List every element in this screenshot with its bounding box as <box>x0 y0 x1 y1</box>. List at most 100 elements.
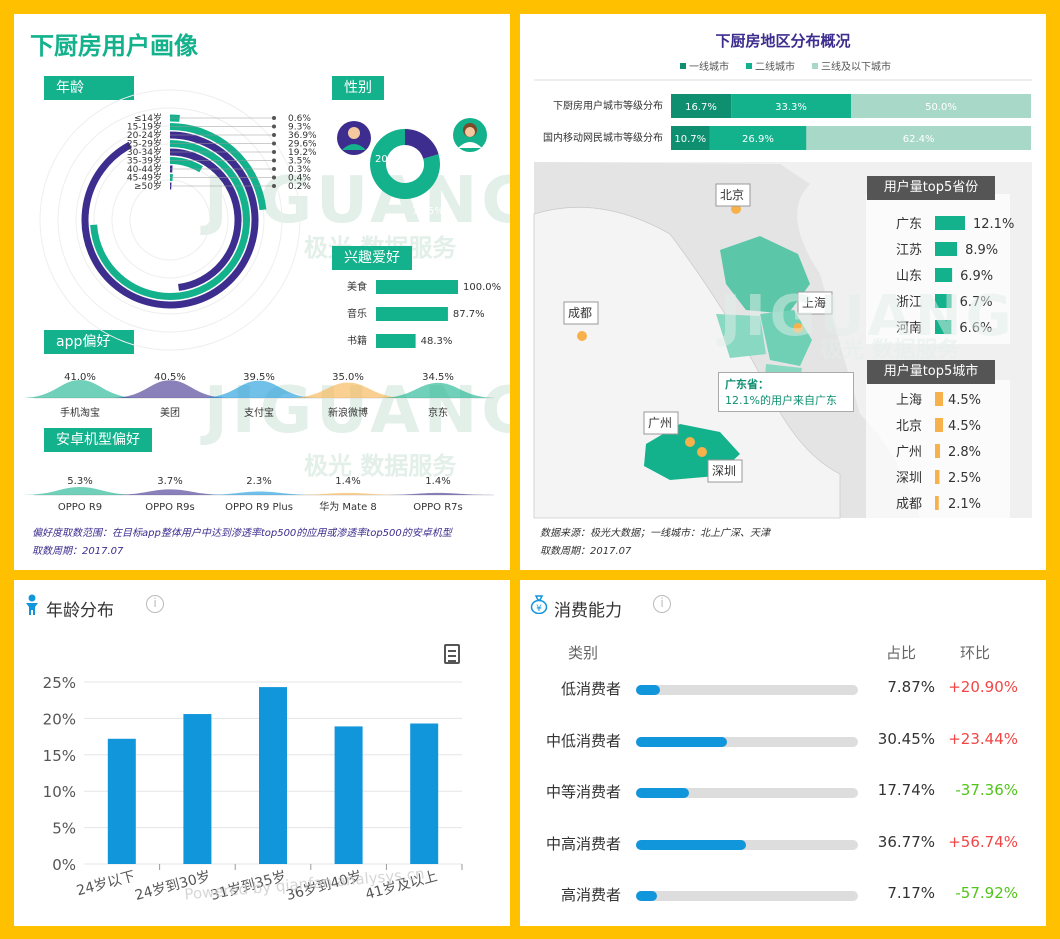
city-bar <box>935 496 939 510</box>
age-value: 19.2% <box>288 148 317 158</box>
age-label: ≤14岁 <box>134 112 162 124</box>
city-name: 成都 <box>896 497 922 512</box>
consumer-type: 中高消费者 <box>545 834 621 853</box>
info-icon[interactable]: i <box>653 595 671 613</box>
y-tick: 0% <box>52 856 76 874</box>
money-bag-icon: ¥ <box>530 594 548 614</box>
wave-value: 1.4% <box>425 476 450 487</box>
wave-label: 手机淘宝 <box>60 406 100 419</box>
province-value: 8.9% <box>965 243 998 258</box>
region-title: 下厨房地区分布概况 <box>715 32 851 50</box>
city-label: 深圳 <box>712 464 736 478</box>
info-icon[interactable]: i <box>146 595 164 613</box>
age-tag: 年龄 <box>44 76 134 100</box>
footnote: 偏好度取数范围：在目标app整体用户中达到渗透率top500的应用或渗透率top… <box>32 528 452 539</box>
city-label-box <box>643 411 679 435</box>
age-dot <box>272 158 276 163</box>
share-fill <box>636 736 728 747</box>
change-value: -57.92% <box>955 884 1018 902</box>
age-label: 20-24岁 <box>127 129 162 141</box>
wave-value: 3.7% <box>157 476 182 487</box>
province-henan <box>716 314 766 358</box>
consumption-title: 消费能力 <box>554 601 622 621</box>
city-dot <box>577 331 587 341</box>
region-panel: 下厨房地区分布概况 一线城市 二线城市 三线及以下城市 下厨房用户城市等级分布 16.7… <box>520 14 1046 570</box>
legend-label: 三线及以下城市 <box>821 60 891 73</box>
city-value: 4.5% <box>948 419 981 434</box>
col-category: 类别 <box>568 644 599 662</box>
interest-value: 48.3% <box>421 336 453 347</box>
share-fill <box>636 839 747 850</box>
consumption-row: 中高消费者 36.77% +56.74% <box>520 833 1046 857</box>
city-dot <box>685 437 695 447</box>
tier-value: 26.9% <box>742 134 774 145</box>
y-tick: 5% <box>52 820 76 838</box>
age-label: 40-44岁 <box>127 163 162 175</box>
interest-tag: 兴趣爱好 <box>332 246 412 270</box>
age-arc-5 <box>169 157 203 173</box>
share-track <box>636 839 858 850</box>
document-icon[interactable] <box>444 644 460 664</box>
tier-value: 33.3% <box>775 102 807 113</box>
share-track <box>636 685 858 695</box>
tier-value: 10.7% <box>674 134 706 145</box>
age-label: ≥50岁 <box>134 180 162 192</box>
share-value: 36.77% <box>877 832 935 851</box>
tier-bar <box>671 126 710 150</box>
province-name: 河南 <box>896 320 922 336</box>
age-dot <box>272 175 276 180</box>
share-track <box>636 788 858 798</box>
phone-tag: 安卓机型偏好 <box>44 428 152 452</box>
city-value: 4.5% <box>948 393 981 408</box>
male-face <box>348 127 360 139</box>
gender-label-male: 20.5% <box>375 154 407 165</box>
province-name: 广东 <box>896 217 922 232</box>
portrait-charts-svg: ≤14岁 0.6% 15-19岁 9.3% 20-24岁 36.9% 25-29岁 29.6%… <box>20 89 501 513</box>
age-value: 3.5% <box>288 157 311 167</box>
age-dot <box>272 167 276 171</box>
svg-text:¥: ¥ <box>536 604 542 614</box>
age-dot <box>272 133 276 137</box>
age-dot <box>272 150 276 154</box>
city-dot <box>793 323 803 333</box>
share-fill <box>636 685 660 695</box>
age-distribution-panel: 年龄分布 i 0% 5% 10% 15% 20% 25% 24岁以下 24岁到30岁 31岁到3… <box>14 580 510 926</box>
tier-value: 62.4% <box>903 134 935 145</box>
city-value: 2.5% <box>948 471 981 486</box>
wave-1 <box>110 380 230 398</box>
consumer-type: 中等消费者 <box>545 783 621 801</box>
share-value: 17.74% <box>877 781 935 799</box>
province-value: 6.6% <box>959 321 992 336</box>
share-track <box>636 736 858 747</box>
city-label-box <box>563 301 599 325</box>
col-share: 占比 <box>886 644 917 662</box>
city-name: 深圳 <box>896 471 922 486</box>
footnote-period: 取数周期：2017.07 <box>540 546 632 557</box>
age-arc-1 <box>169 123 267 211</box>
female-face <box>465 127 475 137</box>
y-tick: 10% <box>43 783 76 801</box>
consumer-type: 高消费者 <box>560 886 621 904</box>
age-bar <box>410 723 439 864</box>
city-label: 北京 <box>720 188 744 202</box>
province-name: 山东 <box>896 269 922 284</box>
x-tick: 24岁以下 <box>75 868 137 899</box>
share-fill <box>636 891 658 901</box>
consumer-type: 中低消费者 <box>545 731 621 750</box>
y-tick: 20% <box>43 710 76 728</box>
consumption-row: 中低消费者 30.45% +23.44% <box>520 730 1046 754</box>
share-fill <box>636 788 690 798</box>
legend-swatch <box>812 63 818 69</box>
wave-3 <box>288 492 408 495</box>
city-label: 成都 <box>568 306 592 320</box>
city-bar <box>935 418 943 432</box>
gender-label-female: 79.5% <box>412 206 444 217</box>
grid-ring <box>57 107 283 333</box>
age-arc-2 <box>81 131 259 309</box>
age-value: 0.3% <box>288 165 311 175</box>
age-label: 15-19岁 <box>127 121 162 133</box>
footnote: 数据来源：极光大数据；一线城市：北上广深、天津 <box>540 528 770 539</box>
province-bar <box>935 268 953 282</box>
guangdong-callout: 广东省： 12.1%的用户来自广东 <box>718 372 854 412</box>
